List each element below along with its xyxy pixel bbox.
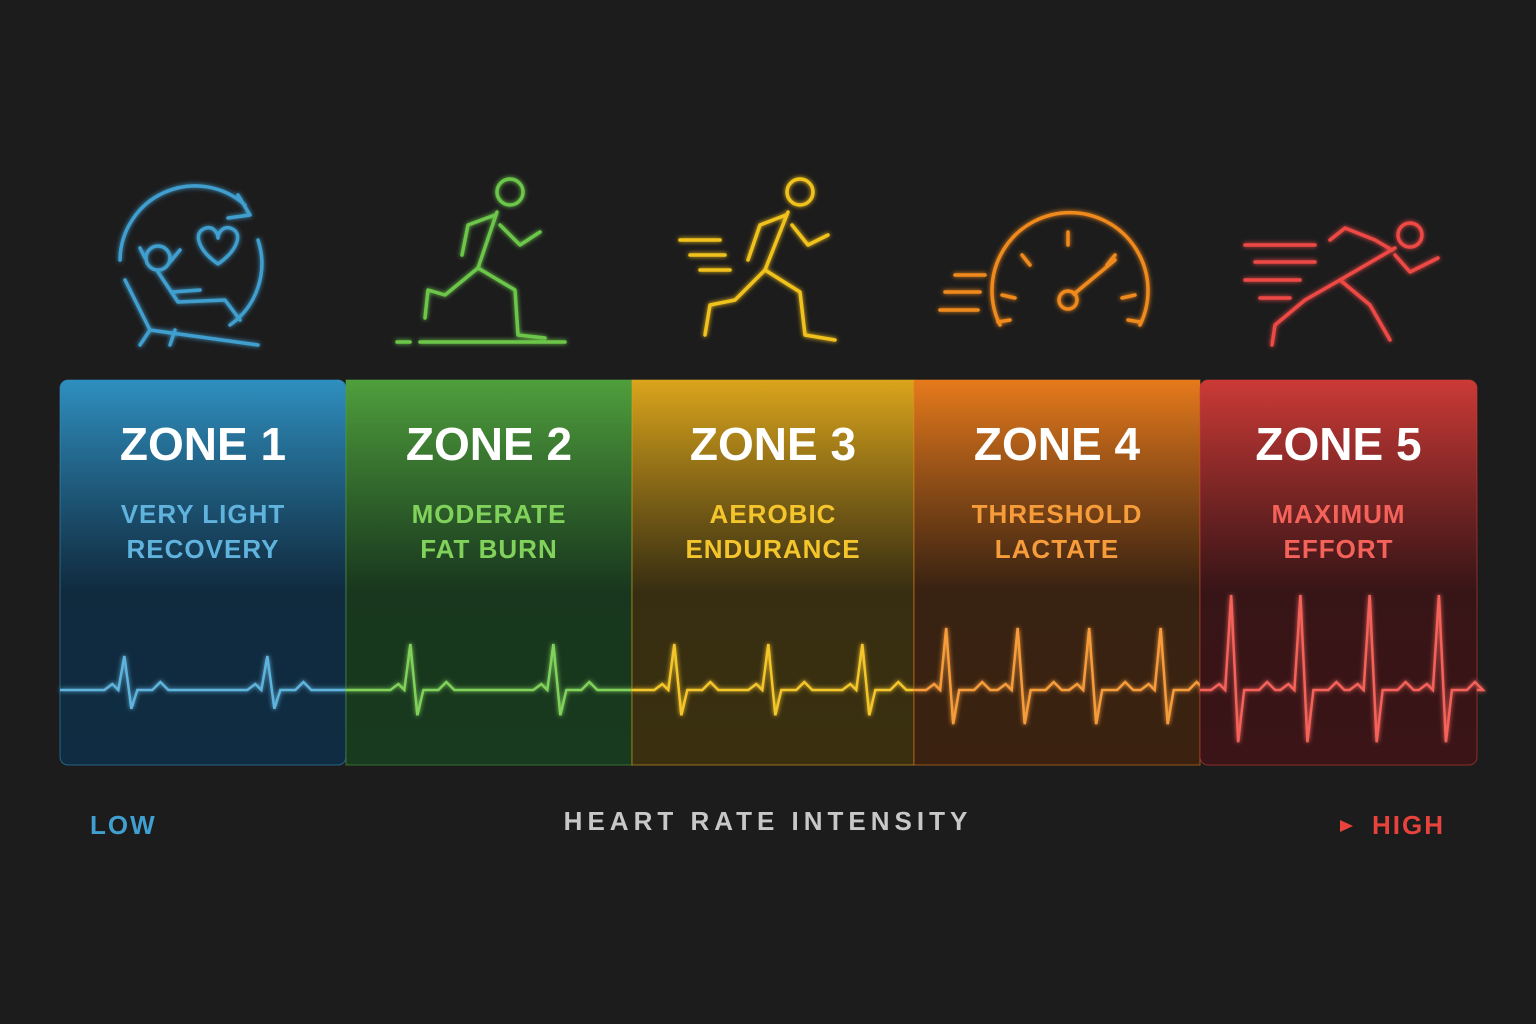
zone-description: AEROBIC xyxy=(710,499,837,529)
scale-label: HEART RATE INTENSITY xyxy=(564,806,973,836)
scale-arrow xyxy=(1340,820,1353,832)
zone-description: MODERATE xyxy=(412,499,567,529)
zone-description: MAXIMUM xyxy=(1271,499,1405,529)
zone-description: LACTATE xyxy=(995,534,1119,564)
zone-panel xyxy=(345,379,633,766)
zone-title: ZONE 4 xyxy=(974,418,1141,470)
runner-icon xyxy=(678,177,837,342)
zones: ZONE 1 VERY LIGHT RECOVERY ZONE 2 MODERATE FA… xyxy=(59,379,1486,766)
zone-title: ZONE 1 xyxy=(120,418,286,470)
zone-description: ENDURANCE xyxy=(685,534,860,564)
zone-title: ZONE 2 xyxy=(406,418,572,470)
zone-panel xyxy=(913,379,1201,766)
ecg-line xyxy=(632,643,914,716)
low-label: LOW xyxy=(90,810,157,840)
jogger-icon xyxy=(395,177,567,344)
zone-description: VERY LIGHT xyxy=(121,499,286,529)
gauge-icon xyxy=(938,210,1150,327)
zone-title: ZONE 3 xyxy=(690,418,856,470)
zone-description: RECOVERY xyxy=(127,534,280,564)
zone-description: THRESHOLD xyxy=(972,499,1143,529)
recovery-icon xyxy=(118,184,264,347)
high-label: HIGH xyxy=(1372,810,1445,840)
zone-description: FAT BURN xyxy=(420,534,558,564)
ecg-line xyxy=(346,643,632,716)
zone-description: EFFORT xyxy=(1284,534,1394,564)
ecg-line xyxy=(60,655,346,710)
zone-panel xyxy=(1199,379,1478,766)
sprinter-icon xyxy=(1243,221,1440,347)
zone-title: ZONE 5 xyxy=(1255,418,1421,470)
ecg-line xyxy=(1200,594,1486,743)
ecg-line xyxy=(914,627,1208,725)
